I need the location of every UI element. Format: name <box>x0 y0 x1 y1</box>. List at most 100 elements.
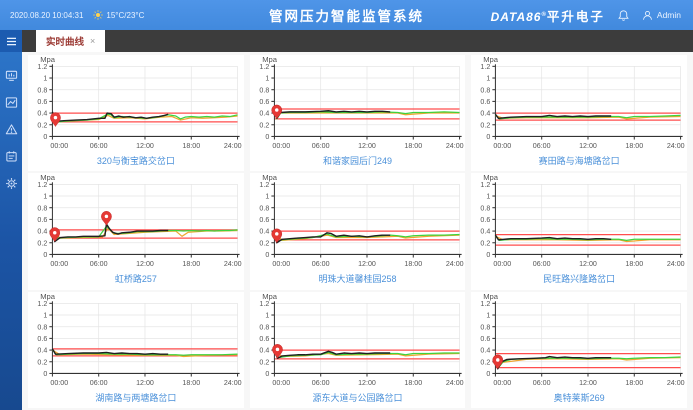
tab-realtime-curves[interactable]: 实时曲线 × <box>36 30 106 52</box>
svg-text:06:00: 06:00 <box>533 378 551 386</box>
svg-text:0.8: 0.8 <box>259 205 269 213</box>
svg-text:18:00: 18:00 <box>626 378 644 386</box>
svg-text:0.4: 0.4 <box>37 346 47 354</box>
pressure-chart-plot: 0 0.2 0.4 0.6 0.8 1 1.2 00:00 06:00 12:00 18:00 24:… <box>37 292 242 387</box>
chart-title-link[interactable]: 虹桥路257 <box>114 274 157 285</box>
svg-text:12:00: 12:00 <box>579 142 597 150</box>
alarm-pin-icon <box>271 343 283 359</box>
alarm-pin-icon <box>49 227 61 243</box>
alarm-pin-icon <box>101 211 112 227</box>
svg-text:0.4: 0.4 <box>37 228 47 236</box>
charts-grid: 0 0.2 0.4 0.6 0.8 1 1.2 00:00 06:00 12:00 18:00 24:… <box>22 52 693 410</box>
svg-text:24:00: 24:00 <box>667 142 685 150</box>
tab-close-icon[interactable]: × <box>90 36 96 46</box>
svg-text:1.2: 1.2 <box>37 300 47 308</box>
svg-text:Mpa: Mpa <box>262 292 278 301</box>
svg-text:1.2: 1.2 <box>259 300 269 308</box>
svg-text:1: 1 <box>265 311 269 319</box>
chart-title-link[interactable]: 明珠大道馨桂园258 <box>318 274 397 285</box>
svg-text:06:00: 06:00 <box>90 260 108 268</box>
svg-text:18:00: 18:00 <box>182 260 200 268</box>
chart-title-link[interactable]: 320与衡宝路交岔口 <box>96 156 175 166</box>
svg-text:18:00: 18:00 <box>404 142 422 150</box>
svg-text:06:00: 06:00 <box>90 378 108 386</box>
settings-gear-icon <box>5 177 17 189</box>
svg-text:00:00: 00:00 <box>50 378 68 386</box>
brand-logo: DATA86®平升电子 <box>491 6 605 25</box>
svg-text:24:00: 24:00 <box>224 378 242 386</box>
chart-title-link[interactable]: 和谐家园后门249 <box>322 156 392 166</box>
svg-text:0: 0 <box>43 251 47 259</box>
svg-text:0: 0 <box>43 133 47 141</box>
weather-label: 15°C/23°C <box>106 10 145 20</box>
svg-text:0: 0 <box>43 370 47 378</box>
svg-text:00:00: 00:00 <box>494 142 512 150</box>
alarm-pin-icon <box>271 104 282 120</box>
chart-image-icon <box>5 96 17 108</box>
user-icon <box>643 10 652 20</box>
svg-text:12:00: 12:00 <box>579 260 597 268</box>
user-menu[interactable]: Admin <box>642 10 681 21</box>
chart-title-link[interactable]: 源东大道与公园路岔口 <box>312 392 403 403</box>
svg-text:1: 1 <box>43 193 47 201</box>
tab-label: 实时曲线 <box>46 37 85 48</box>
tab-bar: 实时曲线 × <box>22 30 693 52</box>
svg-text:06:00: 06:00 <box>311 142 329 150</box>
svg-text:0.8: 0.8 <box>259 323 269 331</box>
svg-text:24:00: 24:00 <box>667 260 685 268</box>
svg-text:24:00: 24:00 <box>445 142 463 150</box>
monitor-icon <box>5 70 17 81</box>
datetime-label: 2020.08.20 10:04:31 <box>10 10 84 20</box>
chart-title-link[interactable]: 民旺路兴隆路岔口 <box>543 274 616 285</box>
sidebar-item-settings[interactable] <box>4 176 18 190</box>
pressure-chart-plot: 0 0.2 0.4 0.6 0.8 1 1.2 00:00 06:00 12:00 18:00 24:… <box>481 173 685 268</box>
svg-text:Mpa: Mpa <box>262 55 278 64</box>
sidebar-menu-toggle[interactable] <box>0 30 22 52</box>
bell-icon[interactable] <box>617 9 630 22</box>
svg-text:12:00: 12:00 <box>136 378 154 386</box>
svg-text:0: 0 <box>265 133 269 141</box>
svg-text:0.8: 0.8 <box>259 86 269 94</box>
svg-text:0.2: 0.2 <box>259 358 269 366</box>
svg-text:1: 1 <box>265 75 269 83</box>
svg-text:0.2: 0.2 <box>37 121 47 129</box>
svg-text:0: 0 <box>487 251 491 259</box>
sidebar-item-monitor[interactable] <box>4 68 18 82</box>
svg-text:12:00: 12:00 <box>358 260 376 268</box>
pressure-chart-plot: 0 0.2 0.4 0.6 0.8 1 1.2 00:00 06:00 12:00 18:00 24:… <box>259 173 463 268</box>
svg-text:0.2: 0.2 <box>37 240 47 248</box>
svg-text:0: 0 <box>265 251 269 259</box>
svg-text:0.4: 0.4 <box>481 346 491 354</box>
svg-text:12:00: 12:00 <box>358 378 376 386</box>
svg-text:0.4: 0.4 <box>37 110 47 118</box>
svg-text:0.2: 0.2 <box>481 358 491 366</box>
main-content: 0 0.2 0.4 0.6 0.8 1 1.2 00:00 06:00 12:00 18:00 24:… <box>22 52 693 410</box>
svg-text:18:00: 18:00 <box>626 142 644 150</box>
app-header: 2020.08.20 10:04:31 15°C/23°C 管网压力智能监管系统… <box>0 0 693 30</box>
chart-title-link[interactable]: 湖南路与两塘路岔口 <box>95 392 177 403</box>
sidebar-items <box>0 52 22 190</box>
pressure-chart-plot: 0 0.2 0.4 0.6 0.8 1 1.2 00:00 06:00 12:00 18:00 24:… <box>481 55 685 150</box>
sidebar-item-alarm[interactable] <box>4 122 18 136</box>
svg-text:0.2: 0.2 <box>481 121 491 129</box>
pressure-chart-cell: 0 0.2 0.4 0.6 0.8 1 1.2 00:00 06:00 12:00 18:00 24:… <box>249 55 466 172</box>
username-label: Admin <box>656 10 681 20</box>
svg-text:00:00: 00:00 <box>272 378 290 386</box>
svg-text:0.2: 0.2 <box>37 358 47 366</box>
hamburger-icon <box>6 37 16 45</box>
svg-text:1.2: 1.2 <box>259 181 269 189</box>
pressure-chart-cell: 0 0.2 0.4 0.6 0.8 1 1.2 00:00 06:00 12:00 18:00 24:… <box>28 55 244 172</box>
chart-title-link[interactable]: 赛田路与海塘路岔口 <box>538 156 620 166</box>
sidebar-item-curves[interactable] <box>4 95 18 109</box>
brand-name: DATA86 <box>490 9 542 24</box>
svg-text:0.2: 0.2 <box>259 240 269 248</box>
svg-text:00:00: 00:00 <box>50 260 68 268</box>
svg-text:12:00: 12:00 <box>358 142 376 150</box>
svg-text:00:00: 00:00 <box>494 378 512 386</box>
svg-text:Mpa: Mpa <box>262 173 278 182</box>
pressure-chart-cell: 0 0.2 0.4 0.6 0.8 1 1.2 00:00 06:00 12:00 18:00 24:… <box>249 173 466 290</box>
chart-title-link[interactable]: 奥特莱斯269 <box>553 392 605 403</box>
sidebar-item-report[interactable] <box>4 149 18 163</box>
svg-text:24:00: 24:00 <box>224 142 242 150</box>
svg-text:12:00: 12:00 <box>579 378 597 386</box>
